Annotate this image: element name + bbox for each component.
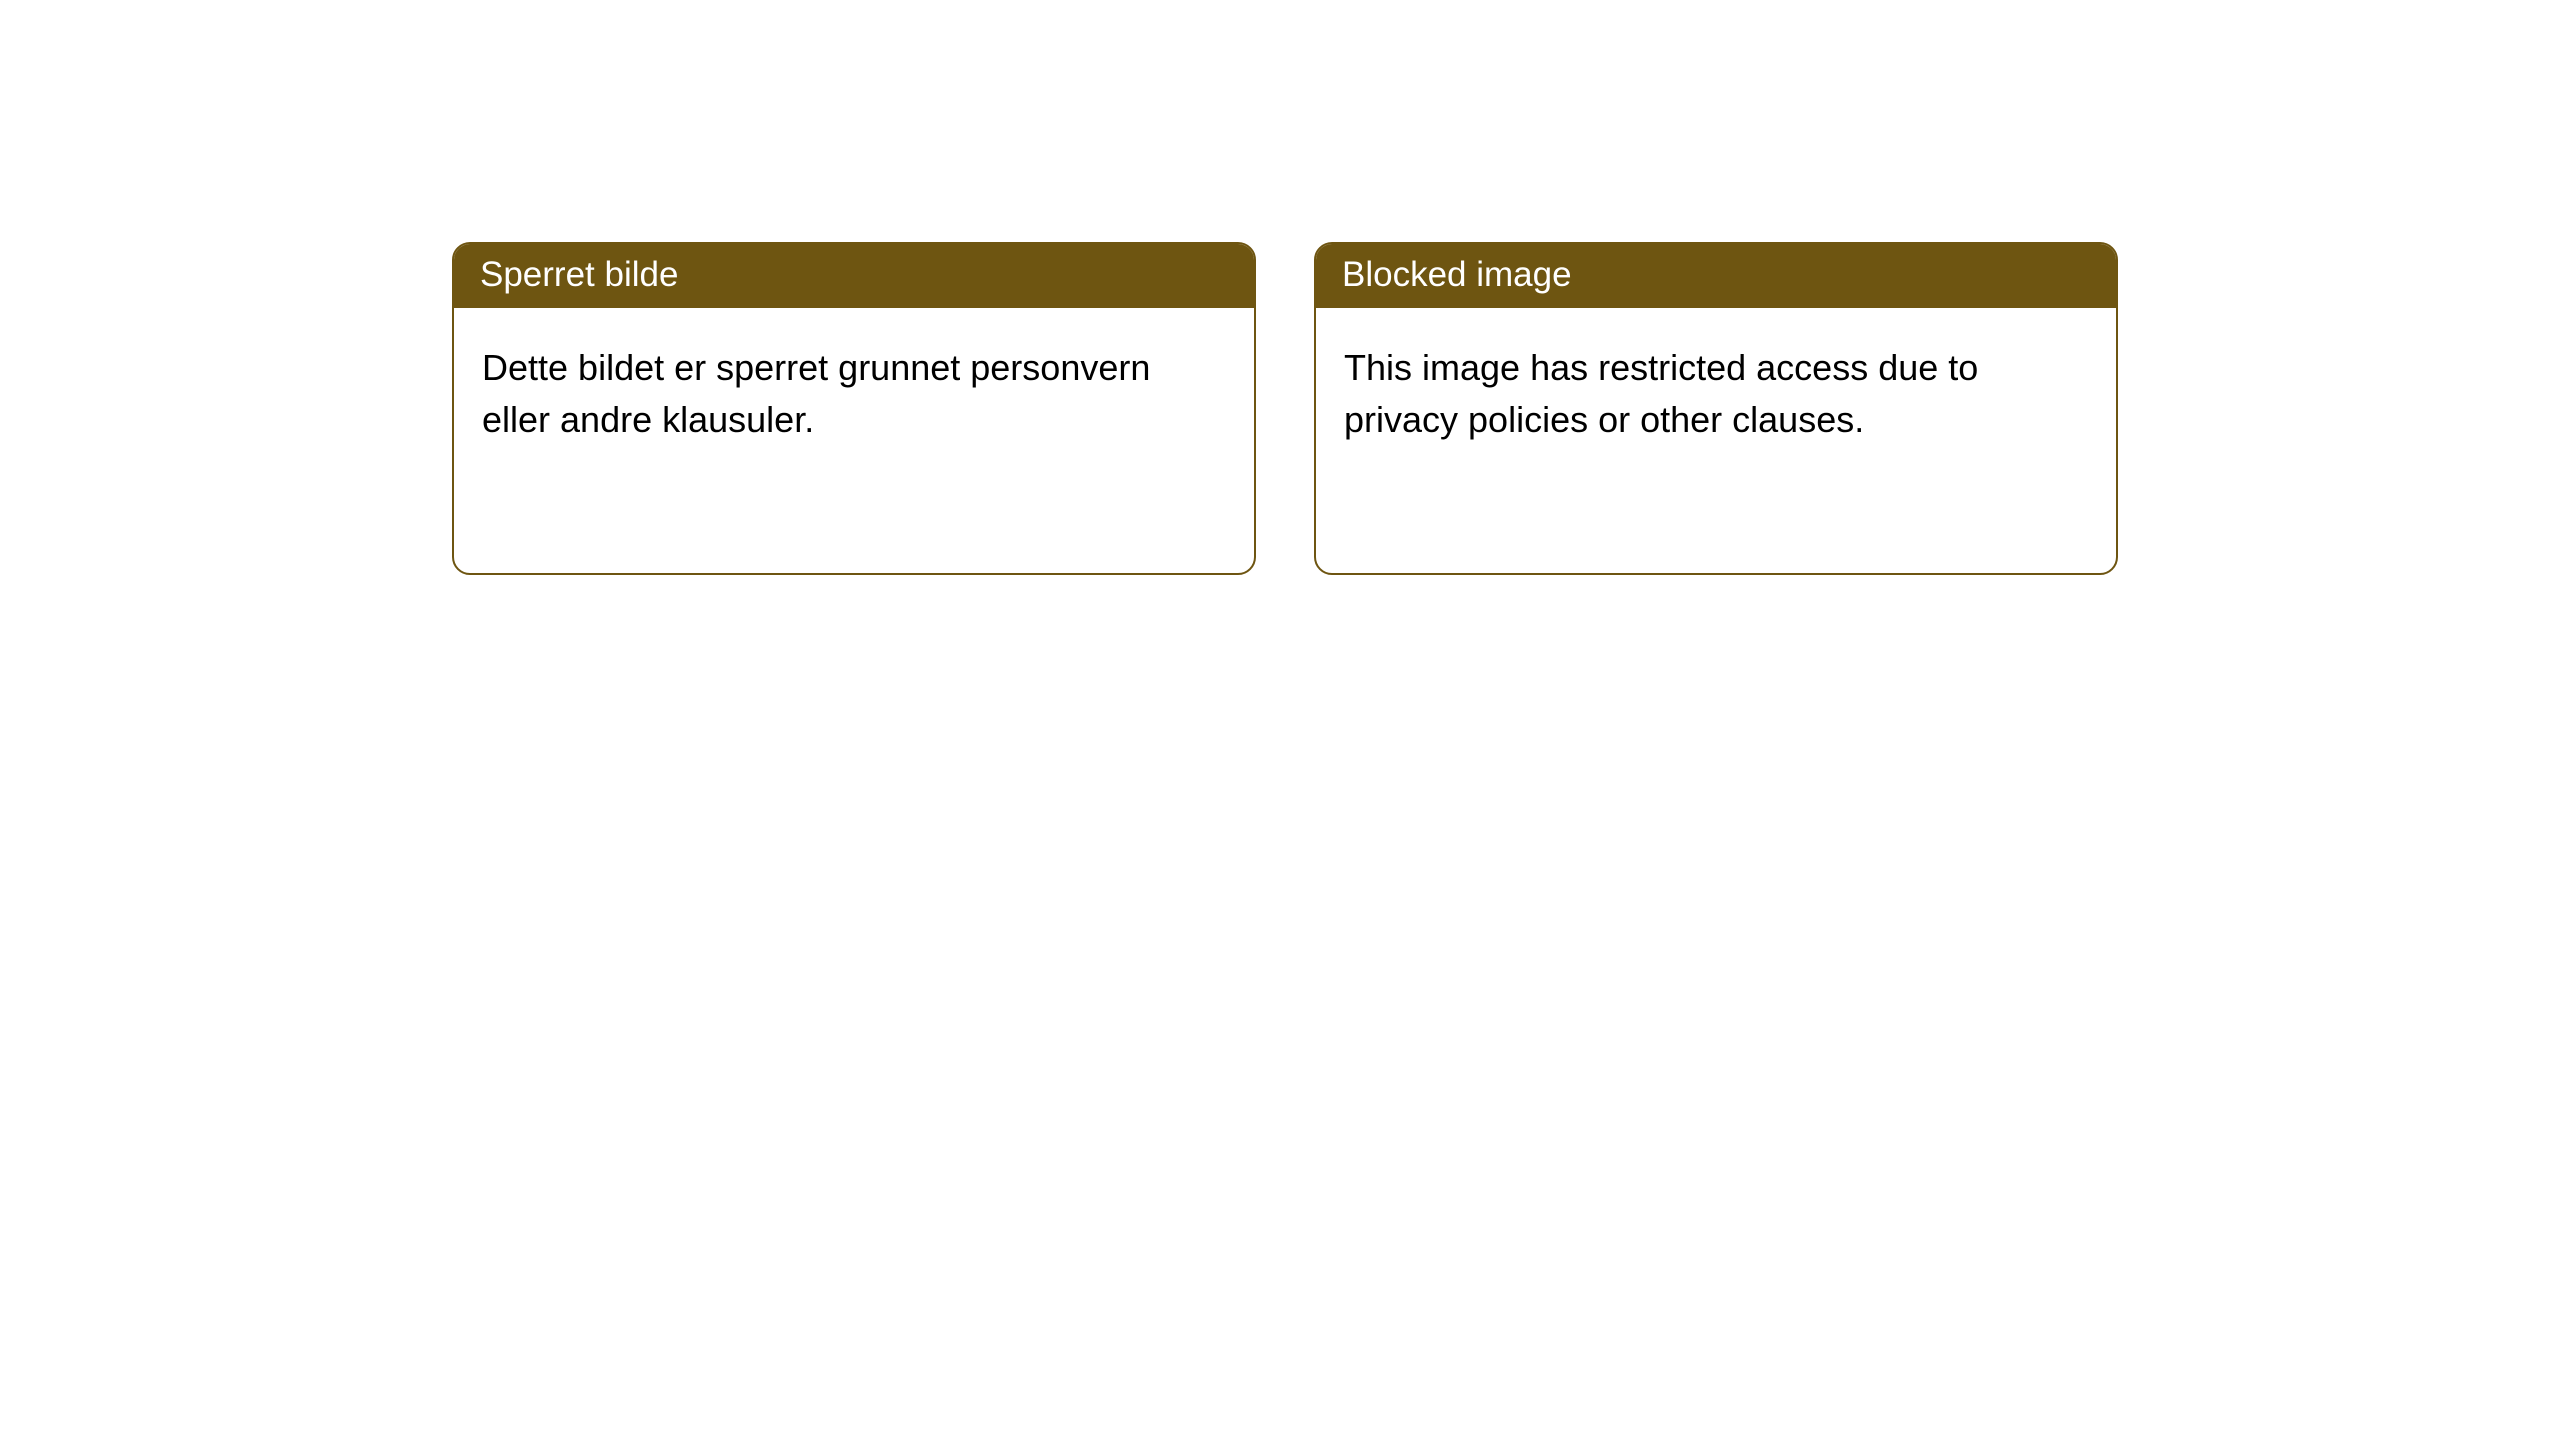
notice-card-english: Blocked image This image has restricted … — [1314, 242, 2118, 575]
card-title: Sperret bilde — [454, 244, 1254, 308]
notice-container: Sperret bilde Dette bildet er sperret gr… — [0, 0, 2560, 575]
card-body: This image has restricted access due to … — [1316, 308, 2116, 480]
card-body: Dette bildet er sperret grunnet personve… — [454, 308, 1254, 480]
card-title: Blocked image — [1316, 244, 2116, 308]
notice-card-norwegian: Sperret bilde Dette bildet er sperret gr… — [452, 242, 1256, 575]
